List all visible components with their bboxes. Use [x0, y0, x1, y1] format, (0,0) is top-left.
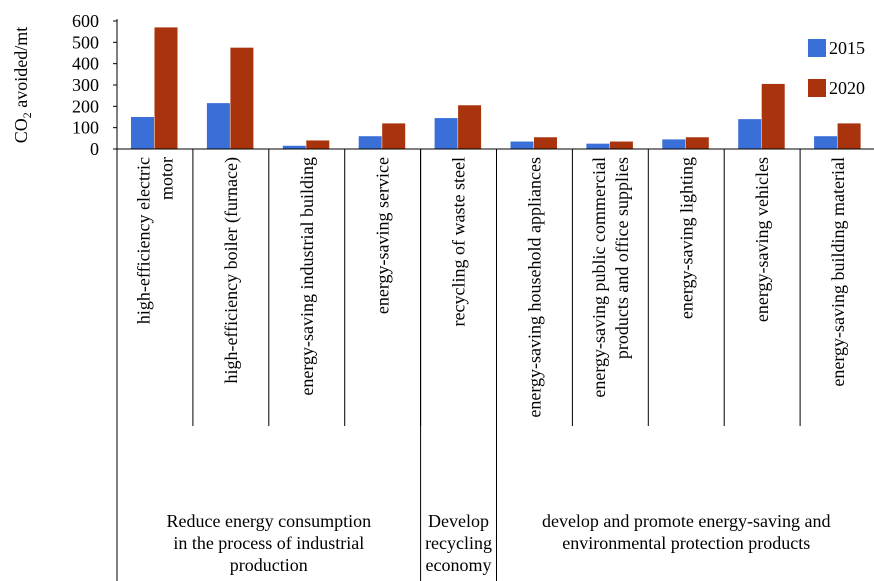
group-label: in the process of industrial: [173, 533, 364, 553]
category-label: high-efficiency electric: [133, 157, 153, 324]
x-axis: high-efficiency electric motor high-effici…: [116, 148, 874, 581]
category-label: recycling of waste steel: [449, 157, 469, 326]
legend: 2015 2020: [808, 38, 865, 98]
legend-label: 2015: [829, 38, 865, 58]
group-label: environmental protection products: [562, 533, 810, 553]
category-label: energy-saving lighting: [676, 157, 696, 319]
bar-2020: [306, 140, 330, 149]
bar-2020: [685, 137, 709, 149]
bar-2015: [586, 143, 610, 149]
bar-2015: [814, 136, 838, 149]
bar-2020: [154, 27, 178, 149]
category-label: energy-saving building material: [828, 157, 848, 387]
y-tick-label: 0: [90, 139, 99, 159]
group-label: Develop: [428, 511, 489, 531]
group-label: production: [230, 555, 308, 575]
category-label: products and office supplies: [612, 157, 632, 359]
bar-2015: [282, 145, 306, 149]
bar-2020: [230, 47, 254, 149]
group-label: recycling: [425, 533, 492, 553]
y-tick-label: 600: [72, 11, 99, 31]
bar-2015: [738, 119, 762, 149]
y-tick-label: 400: [72, 54, 99, 74]
bars: [131, 27, 861, 149]
legend-swatch: [808, 39, 826, 57]
group-label: develop and promote energy-saving and: [542, 511, 831, 531]
bar-2020: [761, 83, 785, 149]
y-axis-title: CO2 avoided/mt: [11, 27, 34, 144]
y-tick-label: 200: [72, 96, 99, 116]
bar-2015: [358, 136, 382, 149]
category-label: energy-saving vehicles: [752, 157, 772, 322]
bar-2015: [434, 118, 458, 149]
bar-2020: [837, 123, 861, 149]
category-label: energy-saving industrial building: [297, 157, 317, 396]
legend-swatch: [808, 79, 826, 97]
category-label: high-efficiency boiler (furnace): [221, 157, 242, 384]
bar-2015: [662, 139, 686, 149]
legend-label: 2020: [829, 78, 865, 98]
bar-2015: [206, 103, 230, 149]
bar-2015: [131, 117, 154, 149]
bar-2015: [510, 141, 534, 149]
category-label: motor: [156, 157, 176, 200]
category-label: energy-saving public commercial: [589, 157, 609, 398]
bar-2020: [382, 123, 406, 149]
category-label: energy-saving household appliances: [524, 157, 544, 418]
category-label: energy-saving service: [373, 157, 393, 314]
y-tick-label: 500: [72, 32, 99, 52]
y-tick-label: 300: [72, 75, 99, 95]
y-tick-label: 100: [72, 118, 99, 138]
bar-2020: [458, 105, 482, 149]
bar-2020: [609, 141, 633, 149]
bar-2020: [534, 137, 557, 149]
group-label: Reduce energy consumption: [166, 511, 371, 531]
group-label: economy: [426, 555, 492, 575]
